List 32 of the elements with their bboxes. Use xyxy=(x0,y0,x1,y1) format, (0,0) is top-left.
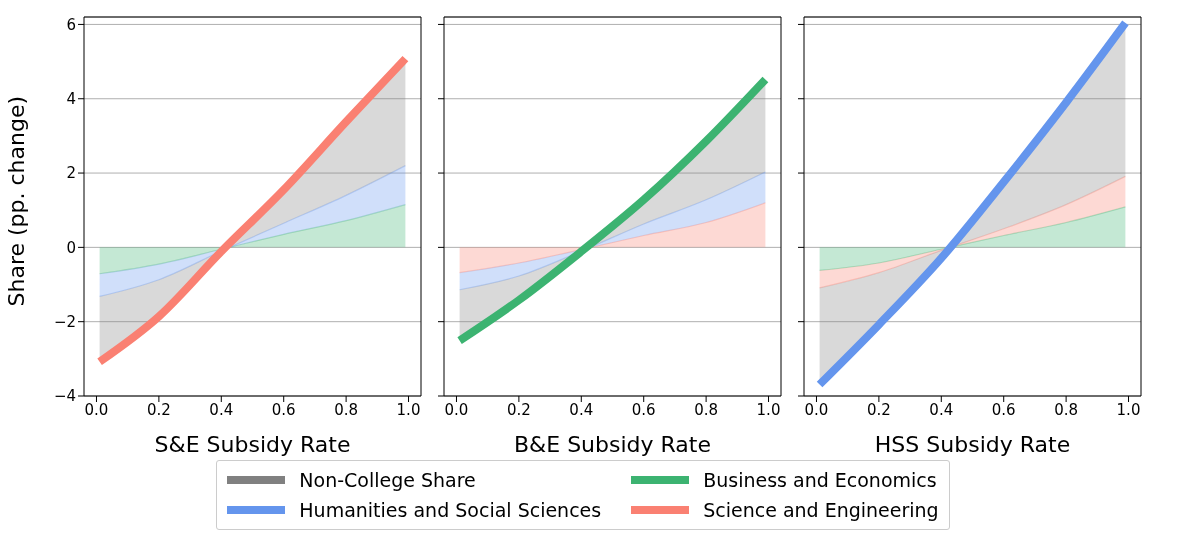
y-axis-title: Share (pp. change) xyxy=(3,95,29,307)
x-tick-label: 0.4 xyxy=(209,400,234,419)
x-tick-label: 1.0 xyxy=(396,400,421,419)
x-axis-title: S&E Subsidy Rate xyxy=(154,432,351,457)
x-tick-label: 0.2 xyxy=(506,400,531,419)
y-tick-label: 2 xyxy=(66,164,76,183)
legend-label: Humanities and Social Sciences xyxy=(299,499,602,521)
x-tick-label: 1.0 xyxy=(1116,400,1141,419)
y-tick-label: 6 xyxy=(66,15,76,34)
legend-label: Non-College Share xyxy=(299,469,476,491)
x-tick-label: 0.0 xyxy=(84,400,109,419)
y-tick-label: −4 xyxy=(53,387,76,406)
x-tick-label: 0.8 xyxy=(1054,400,1079,419)
x-tick-label: 0.0 xyxy=(804,400,829,419)
x-tick-label: 0.0 xyxy=(444,400,469,419)
x-axis-title: B&E Subsidy Rate xyxy=(513,432,712,457)
x-tick-label: 0.2 xyxy=(866,400,891,419)
x-tick-label: 0.6 xyxy=(631,400,656,419)
x-tick-label: 0.4 xyxy=(569,400,594,419)
x-tick-label: 0.8 xyxy=(694,400,719,419)
legend-label: Science and Engineering xyxy=(703,499,939,521)
x-tick-label: 0.4 xyxy=(929,400,954,419)
x-tick-label: 1.0 xyxy=(756,400,781,419)
x-tick-label: 0.2 xyxy=(146,400,171,419)
x-tick-label: 0.6 xyxy=(271,400,296,419)
y-tick-label: 4 xyxy=(66,90,76,109)
x-tick-label: 0.8 xyxy=(334,400,359,419)
legend-label: Business and Economics xyxy=(703,469,937,491)
y-tick-label: 0 xyxy=(66,238,76,257)
x-axis-title: HSS Subsidy Rate xyxy=(874,432,1071,457)
y-tick-label: −2 xyxy=(53,313,76,332)
x-tick-label: 0.6 xyxy=(991,400,1016,419)
